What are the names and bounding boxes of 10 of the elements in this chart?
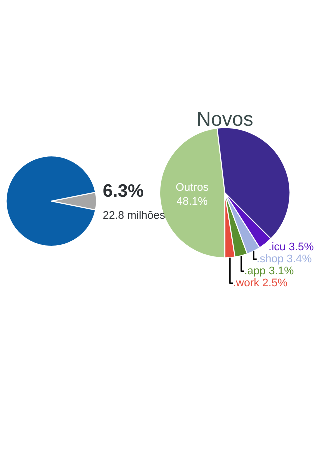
pie-slice — [6, 156, 96, 247]
slice-label: .shop 3.4% — [256, 253, 312, 266]
slice-label: Outros — [176, 182, 210, 194]
slice-label: .app 3.1% — [244, 265, 294, 278]
text: 22.8 milhões — [103, 210, 166, 222]
data-label: 6.3% — [103, 181, 144, 201]
slice-label: .work 2.5% — [233, 277, 288, 290]
chart-title: Novos — [196, 108, 254, 131]
slice-label: .icu 3.5% — [268, 241, 314, 254]
data-label: 48.1% — [176, 196, 208, 208]
